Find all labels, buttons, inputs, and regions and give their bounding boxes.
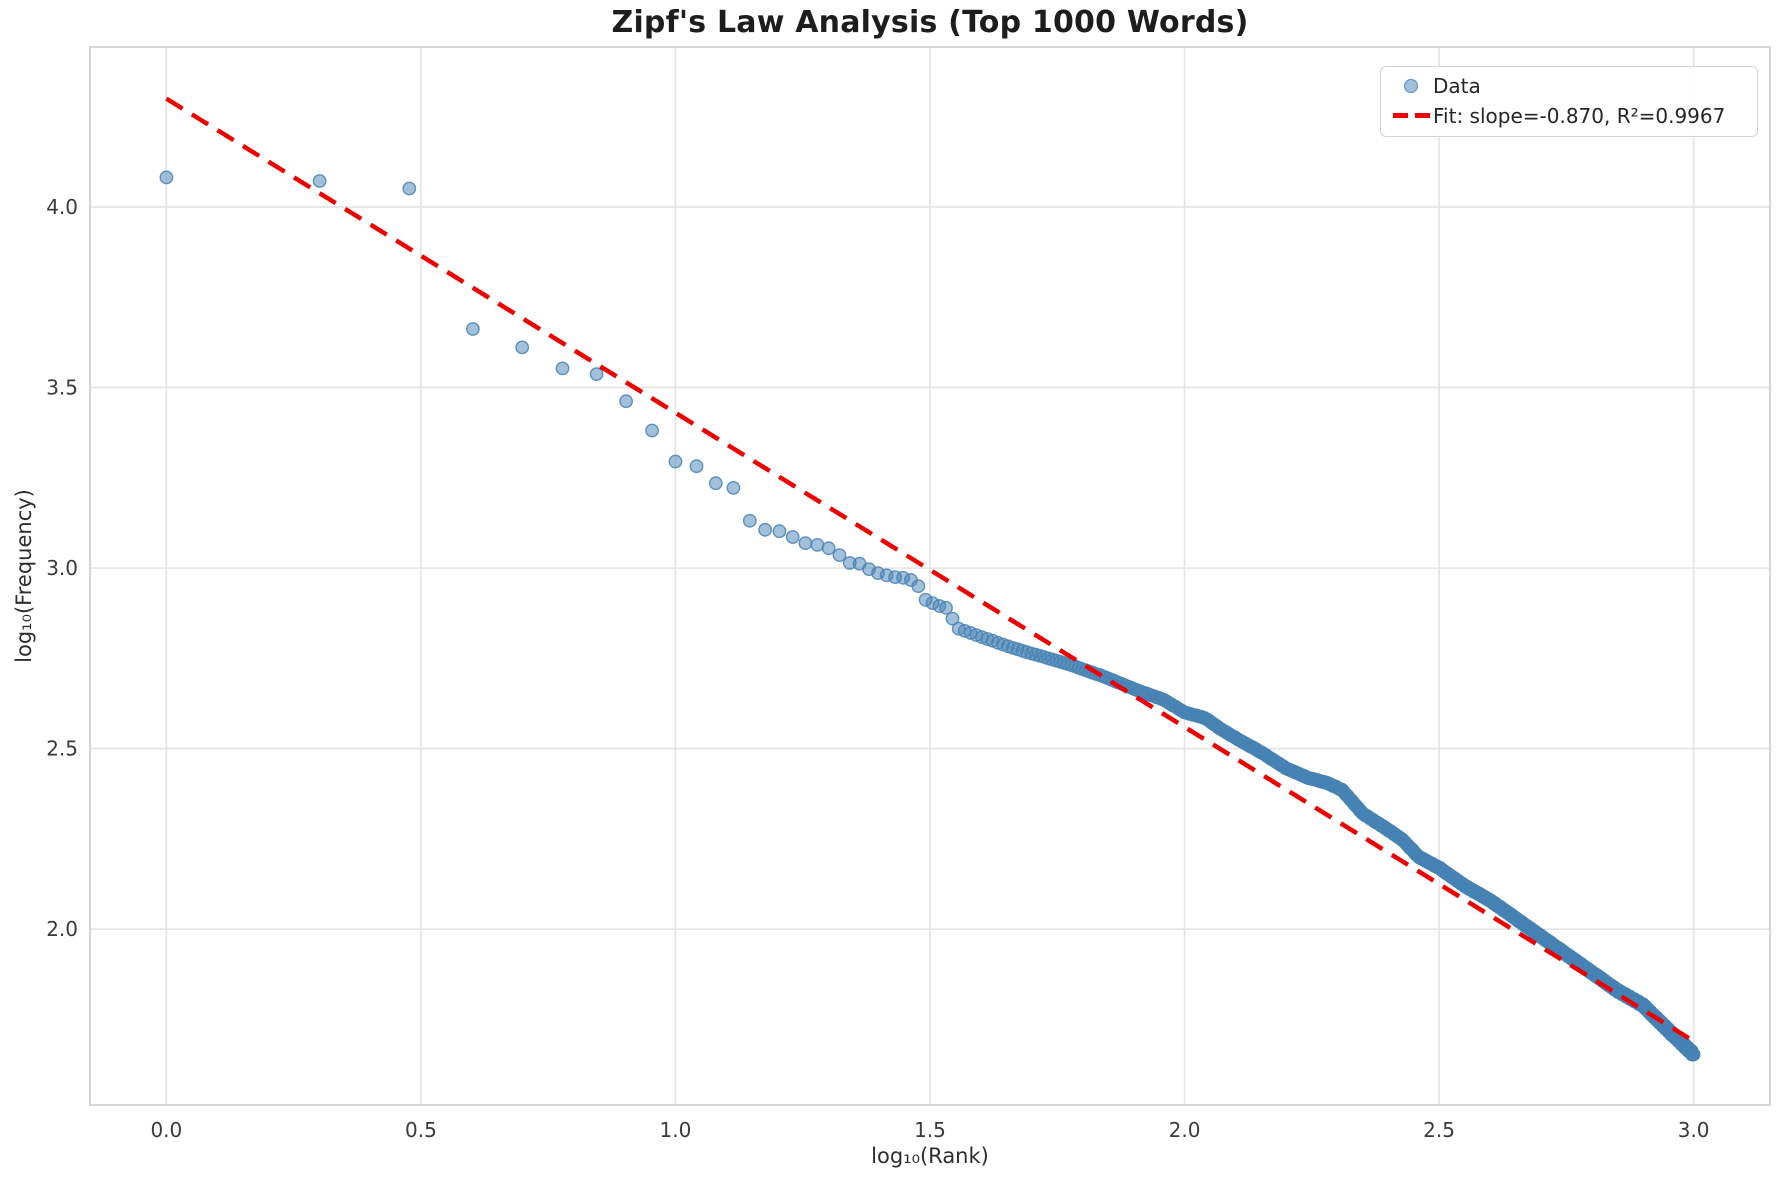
gridlines [90, 47, 1770, 1105]
chart-title: Zipf's Law Analysis (Top 1000 Words) [611, 5, 1249, 40]
x-tick-label: 2.0 [1169, 1118, 1201, 1142]
legend-label-data: Data [1433, 73, 1481, 98]
x-tick-label: 0.0 [150, 1118, 182, 1142]
x-tick-label: 1.0 [660, 1118, 692, 1142]
data-marker-icon [1404, 78, 1418, 93]
legend: Data Fit: slope=-0.870, R²=0.9967 [1380, 66, 1758, 137]
legend-entry-data: Data [1389, 72, 1747, 99]
y-tick-label: 3.5 [46, 376, 78, 400]
y-tick-labels: 2.0 2.5 3.0 3.5 4.0 [46, 195, 78, 941]
y-tick-label: 4.0 [46, 195, 78, 219]
fit-dash-icon [1392, 113, 1430, 118]
x-tick-label: 1.5 [914, 1118, 946, 1142]
plot-border [89, 46, 1771, 1106]
x-axis-label: log₁₀(Rank) [871, 1144, 989, 1168]
y-axis-label: log₁₀(Frequency) [12, 489, 36, 663]
y-tick-label: 3.0 [46, 556, 78, 580]
legend-entry-fit: Fit: slope=-0.870, R²=0.9967 [1389, 102, 1747, 129]
legend-label-fit: Fit: slope=-0.870, R²=0.9967 [1433, 103, 1726, 128]
x-tick-label: 0.5 [405, 1118, 437, 1142]
x-tick-label: 2.5 [1423, 1118, 1455, 1142]
x-tick-labels: 0.0 0.5 1.0 1.5 2.0 2.5 3.0 [150, 1118, 1709, 1142]
y-tick-label: 2.5 [46, 737, 78, 761]
x-tick-label: 3.0 [1678, 1118, 1710, 1142]
y-tick-label: 2.0 [46, 917, 78, 941]
